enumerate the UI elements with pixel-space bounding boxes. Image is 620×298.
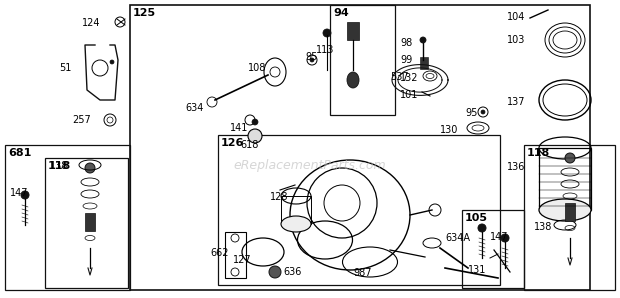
Bar: [347, 22, 359, 40]
Bar: [218, 135, 500, 285]
Text: 138: 138: [50, 161, 68, 171]
Text: 113: 113: [316, 45, 334, 55]
Text: 634: 634: [185, 103, 203, 113]
Circle shape: [501, 234, 509, 242]
Text: 127: 127: [233, 255, 252, 265]
Circle shape: [110, 60, 114, 64]
Bar: [281, 196, 311, 224]
Circle shape: [252, 119, 258, 125]
Text: 125: 125: [133, 8, 156, 18]
Bar: [420, 57, 428, 69]
Bar: [565, 203, 575, 221]
Bar: [539, 148, 591, 210]
Bar: [45, 158, 128, 288]
Circle shape: [420, 37, 426, 43]
Text: 99: 99: [400, 55, 412, 65]
Bar: [524, 145, 615, 290]
Bar: [5, 145, 130, 290]
Bar: [85, 213, 95, 231]
Circle shape: [248, 129, 262, 143]
Circle shape: [21, 191, 29, 199]
Text: 128: 128: [270, 192, 288, 202]
Text: 987: 987: [354, 268, 372, 278]
Text: 124: 124: [82, 18, 100, 28]
Text: 257: 257: [72, 115, 91, 125]
Circle shape: [478, 224, 486, 232]
Text: 101: 101: [400, 90, 419, 100]
Text: 108: 108: [248, 63, 267, 73]
Circle shape: [269, 266, 281, 278]
Text: 130: 130: [440, 125, 458, 135]
Text: 51: 51: [60, 63, 72, 73]
Text: 105: 105: [465, 213, 488, 223]
Text: 95: 95: [305, 52, 317, 62]
Text: 98: 98: [400, 38, 412, 48]
Text: 118: 118: [527, 148, 551, 158]
Text: 118: 118: [48, 161, 71, 171]
Text: 126: 126: [221, 138, 244, 148]
Text: 136: 136: [507, 162, 525, 172]
Text: 132: 132: [400, 73, 419, 83]
Circle shape: [310, 58, 314, 62]
Circle shape: [481, 110, 485, 114]
Text: 537: 537: [390, 72, 409, 82]
Bar: [225, 232, 246, 278]
Text: 95: 95: [465, 108, 477, 118]
Ellipse shape: [347, 72, 359, 88]
Bar: [130, 5, 590, 290]
Text: 636: 636: [283, 267, 301, 277]
Text: 137: 137: [507, 97, 526, 107]
Text: 662: 662: [210, 248, 229, 258]
Circle shape: [565, 153, 575, 163]
Ellipse shape: [539, 199, 591, 221]
Text: eReplacementParts.com: eReplacementParts.com: [234, 159, 386, 172]
Bar: [462, 210, 524, 288]
Text: 131: 131: [468, 265, 486, 275]
Circle shape: [323, 29, 331, 37]
Bar: [330, 5, 395, 115]
Text: 147: 147: [10, 188, 29, 198]
Text: 104: 104: [507, 12, 525, 22]
Text: 138: 138: [534, 222, 552, 232]
Text: 147: 147: [490, 232, 508, 242]
Ellipse shape: [281, 216, 311, 232]
Text: 634A: 634A: [445, 233, 470, 243]
Text: 103: 103: [507, 35, 525, 45]
Text: 94: 94: [333, 8, 348, 18]
Text: 618: 618: [240, 140, 259, 150]
Text: 141: 141: [230, 123, 249, 133]
Circle shape: [85, 163, 95, 173]
Text: 681: 681: [8, 148, 32, 158]
